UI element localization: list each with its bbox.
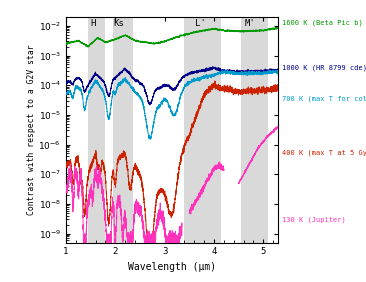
Text: 130 K (Jupiter): 130 K (Jupiter) bbox=[282, 217, 346, 223]
Bar bbox=[88, 17, 105, 243]
Text: 400 K (max T at 5 Gyr): 400 K (max T at 5 Gyr) bbox=[282, 149, 366, 156]
Text: 700 K (max T for cold-start): 700 K (max T for cold-start) bbox=[282, 95, 366, 102]
Bar bbox=[241, 17, 268, 243]
Text: Ks: Ks bbox=[114, 19, 124, 28]
Text: H: H bbox=[91, 19, 96, 28]
Bar bbox=[113, 17, 132, 243]
X-axis label: Wavelength (μm): Wavelength (μm) bbox=[128, 262, 216, 272]
Text: L': L' bbox=[195, 19, 206, 28]
Text: M': M' bbox=[244, 19, 255, 28]
Text: 1600 K (Beta Pic b): 1600 K (Beta Pic b) bbox=[282, 19, 363, 26]
Y-axis label: Contrast with respect to a G2V star: Contrast with respect to a G2V star bbox=[27, 44, 36, 215]
Text: 1000 K (HR 8799 cde): 1000 K (HR 8799 cde) bbox=[282, 64, 366, 71]
Bar bbox=[184, 17, 221, 243]
